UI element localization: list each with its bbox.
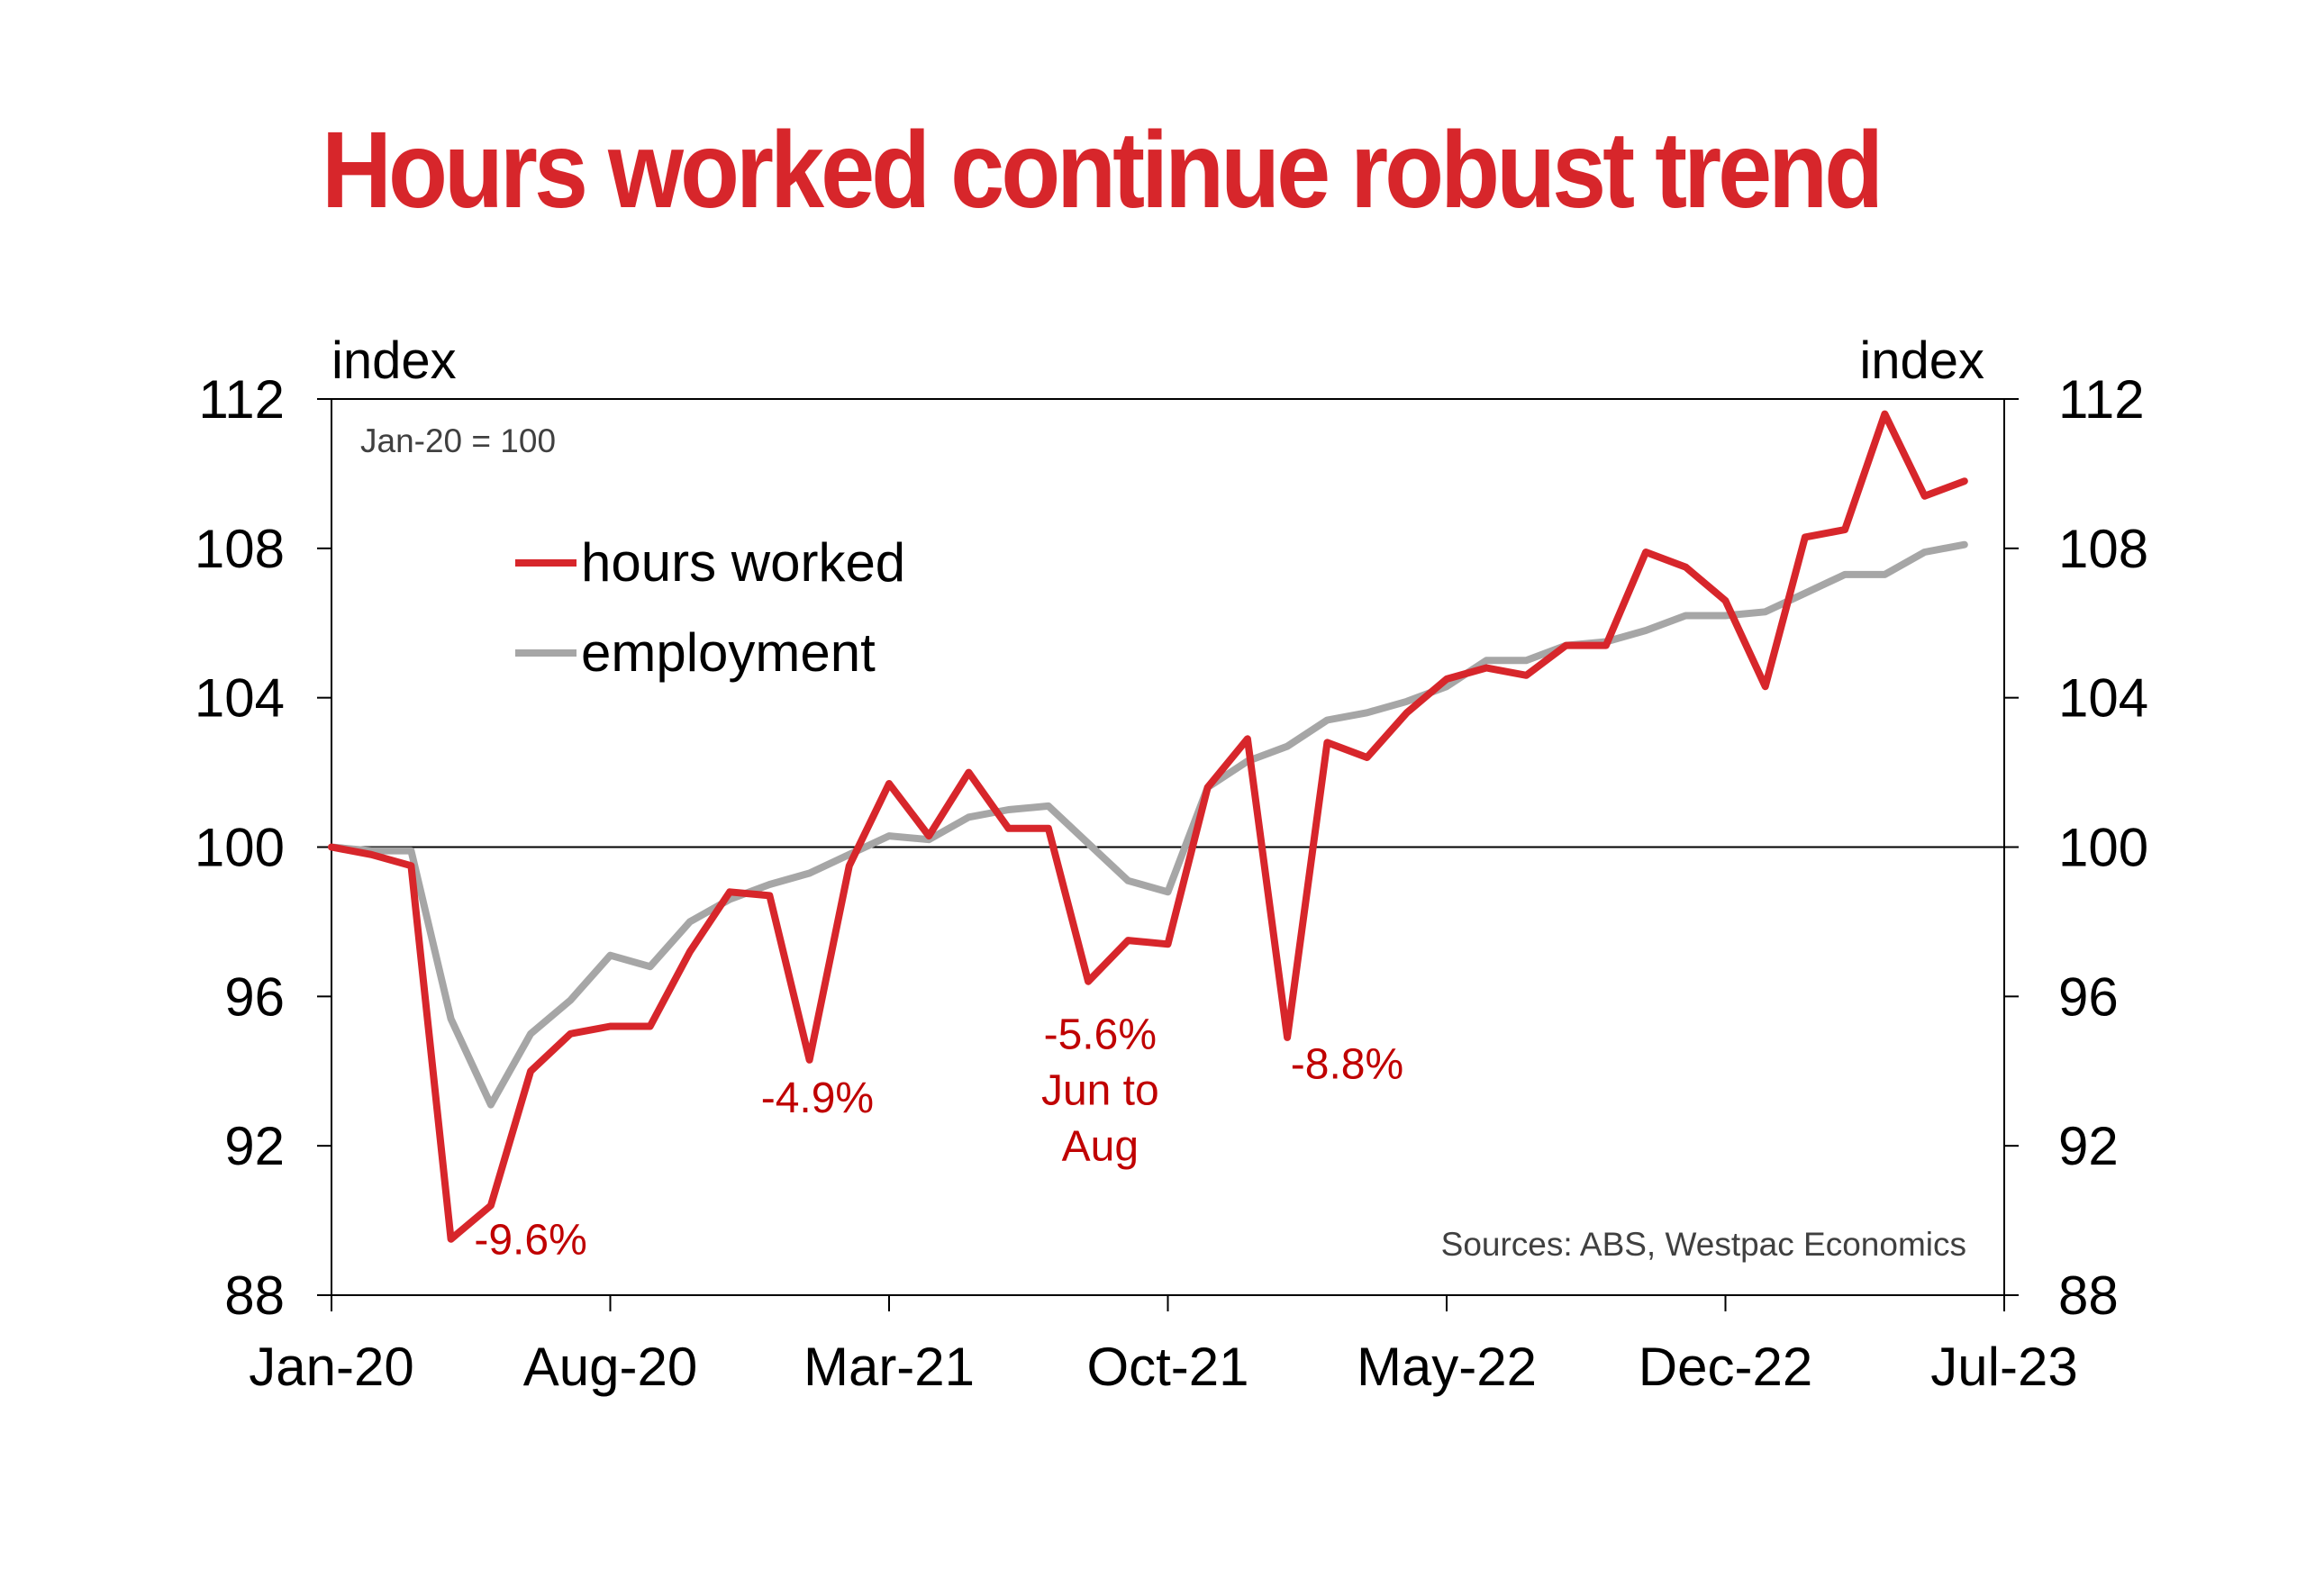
y-tick-label-left: 88 <box>224 1265 285 1326</box>
annotation-line: -9.6% <box>474 1216 586 1264</box>
x-tick-label: Jul-23 <box>1930 1337 2077 1397</box>
annotation-label: -4.9% <box>761 1075 874 1122</box>
legend: hours worked employment <box>515 532 905 683</box>
x-tick-label: Jan-20 <box>249 1337 413 1397</box>
x-tick-label: May-22 <box>1357 1337 1537 1397</box>
annotations: -9.6% -4.9% -5.6% Jun to Aug -8.8% <box>474 1011 1403 1264</box>
annotation-line: Aug <box>1062 1122 1139 1170</box>
annotation-line: -4.9% <box>761 1075 874 1122</box>
y-tick-label-right: 104 <box>2058 668 2148 729</box>
y-tick-label-right: 92 <box>2058 1116 2119 1176</box>
annotation-line: Jun to <box>1041 1066 1159 1114</box>
y-tick-label-right: 100 <box>2058 818 2148 878</box>
source-note: Sources: ABS, Westpac Economics <box>1441 1226 1966 1263</box>
y-tick-label-left: 108 <box>195 519 285 579</box>
y-axis-right: 112 108 104 100 96 92 88 <box>2004 369 2148 1326</box>
y-tick-label-right: 96 <box>2058 966 2119 1027</box>
annotation-line: -5.6% <box>1044 1011 1157 1058</box>
series-line-hours-worked <box>328 410 1968 1243</box>
annotation-line: -8.8% <box>1291 1041 1403 1089</box>
x-tick-label: Aug-20 <box>523 1337 697 1397</box>
y-tick-label-left: 104 <box>195 668 285 729</box>
y-axis-left: 112 108 104 100 96 92 88 <box>195 369 331 1326</box>
y-tick-label-right: 88 <box>2058 1265 2119 1326</box>
annotation-label: -9.6% <box>474 1216 586 1264</box>
x-tick-label: Mar-21 <box>803 1337 975 1397</box>
base-note: Jan-20 = 100 <box>360 422 556 459</box>
x-tick-label: Oct-21 <box>1086 1337 1248 1397</box>
annotation-label: -5.6% Jun to Aug <box>1041 1011 1159 1170</box>
legend-label-hours-worked: hours worked <box>581 532 905 593</box>
series-lines <box>328 410 1968 1243</box>
legend-label-employment: employment <box>581 622 876 683</box>
series-line-employment <box>328 540 1968 1109</box>
y-tick-label-left: 96 <box>224 966 285 1027</box>
y-tick-label-right: 108 <box>2058 519 2148 579</box>
y-tick-label-left: 92 <box>224 1116 285 1176</box>
chart-title: Hours worked continue robust trend <box>322 108 1884 231</box>
x-tick-label: Dec-22 <box>1639 1337 1812 1397</box>
y-tick-label-left: 100 <box>195 818 285 878</box>
x-axis: Jan-20 Aug-20 Mar-21 Oct-21 May-22 Dec-22 Jul-… <box>249 1295 2078 1397</box>
left-unit-label: index <box>331 331 457 390</box>
annotation-label: -8.8% <box>1291 1041 1403 1089</box>
y-tick-label-left: 112 <box>198 369 285 430</box>
y-tick-label-right: 112 <box>2058 369 2145 430</box>
right-unit-label: index <box>1859 331 1984 390</box>
